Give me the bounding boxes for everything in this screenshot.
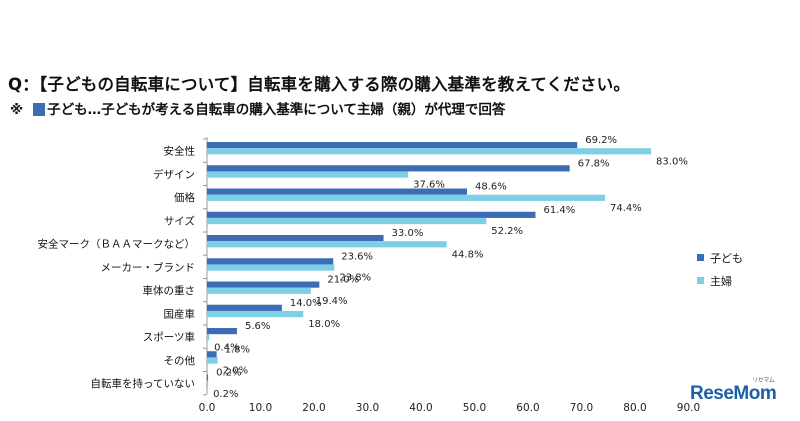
child-value-label: 14.0% (290, 298, 322, 309)
housewife-bar (207, 357, 218, 364)
legend-swatch-housewife (697, 277, 704, 284)
child-value-label: 0.2% (216, 368, 241, 379)
category-label: 安全性 (164, 145, 196, 158)
resemom-logo: ReseMom リセマム (690, 378, 777, 405)
legend-label-child: 子ども (710, 252, 743, 265)
housewife-bar (207, 194, 606, 201)
housewife-bar (207, 310, 304, 318)
housewife-bar (207, 217, 487, 225)
child-bar (207, 165, 570, 172)
category-label: 価格 (174, 191, 195, 204)
housewife-value-label: 74.4% (610, 203, 642, 214)
child-bar (207, 211, 536, 218)
category-label: その他 (164, 354, 196, 367)
x-tick-label: 50.0 (463, 402, 486, 414)
chart-title: Q：【子どもの自転車について】自転車を購入する際の購入基準を教えてください。 (8, 75, 631, 94)
housewife-bar (207, 148, 652, 155)
housewife-value-label: 37.6% (413, 180, 445, 191)
housewife-bar (207, 380, 209, 387)
child-bar (207, 235, 384, 242)
category-label: スポーツ車 (143, 331, 195, 344)
child-value-label: 69.2% (585, 135, 617, 146)
child-value-label: 33.0% (392, 228, 424, 239)
child-bar (207, 188, 468, 195)
housewife-value-label: 2.0% (223, 366, 248, 377)
housewife-bar (207, 287, 311, 294)
child-bar (207, 374, 209, 381)
housewife-value-label: 23.8% (339, 273, 371, 284)
child-bar (207, 328, 237, 335)
housewife-bar (207, 334, 210, 341)
child-bar (207, 351, 217, 358)
category-label: サイズ (164, 214, 195, 227)
category-label: 自転車を持っていない (91, 377, 195, 390)
note-text: 子ども…子どもが考える自転車の購入基準について主婦（親）が代理で回答 (47, 102, 506, 118)
x-tick-label: 30.0 (356, 402, 379, 414)
x-tick-label: 40.0 (409, 402, 432, 414)
housewife-value-label: 18.0% (308, 319, 340, 330)
x-tick-label: 0.0 (199, 402, 216, 414)
child-series-swatch (33, 103, 46, 116)
x-tick-label: 90.0 (677, 402, 700, 414)
x-tick-label: 10.0 (249, 402, 272, 414)
child-bar (207, 142, 578, 149)
legend-swatch-child (697, 254, 704, 261)
child-value-label: 61.4% (543, 205, 575, 216)
child-value-label: 67.8% (578, 158, 610, 169)
child-bar (207, 258, 334, 265)
category-label: メーカー・ブランド (101, 261, 196, 274)
x-tick-label: 70.0 (570, 402, 593, 414)
note-mark: ※ (10, 102, 24, 118)
category-label: 車体の重さ (143, 284, 196, 297)
housewife-value-label: 83.0% (656, 156, 688, 167)
housewife-value-label: 0.2% (213, 389, 238, 400)
x-tick-label: 80.0 (623, 402, 646, 414)
housewife-bar (207, 264, 335, 271)
logo-text: ReseMom (690, 383, 777, 404)
child-bar (207, 281, 320, 288)
x-tick-label: 20.0 (302, 402, 325, 414)
child-value-label: 5.6% (245, 321, 270, 332)
housewife-value-label: 52.2% (491, 226, 523, 237)
legend-label-housewife: 主婦 (710, 274, 732, 288)
child-value-label: 23.6% (341, 251, 373, 262)
housewife-value-label: 44.8% (452, 249, 484, 260)
child-value-label: 48.6% (475, 182, 507, 193)
child-bar (207, 304, 282, 311)
housewife-bar (207, 241, 447, 248)
category-label: 国産車 (164, 307, 196, 320)
logo-ruby: リセマム (752, 378, 775, 384)
child-value-label: 1.8% (225, 344, 250, 355)
housewife-bar (207, 171, 409, 178)
housewife-value-label: 0.4% (214, 342, 239, 353)
child-value-label: 21.0% (327, 275, 359, 286)
category-label: 安全マーク（ＢＡＡマークなど） (38, 238, 196, 251)
chart-subtitle: ※ 子ども…子どもが考える自転車の購入基準について主婦（親）が代理で回答 (10, 98, 800, 118)
x-tick-label: 60.0 (516, 402, 539, 414)
category-label: デザイン (153, 168, 195, 181)
housewife-value-label: 19.4% (316, 296, 348, 307)
